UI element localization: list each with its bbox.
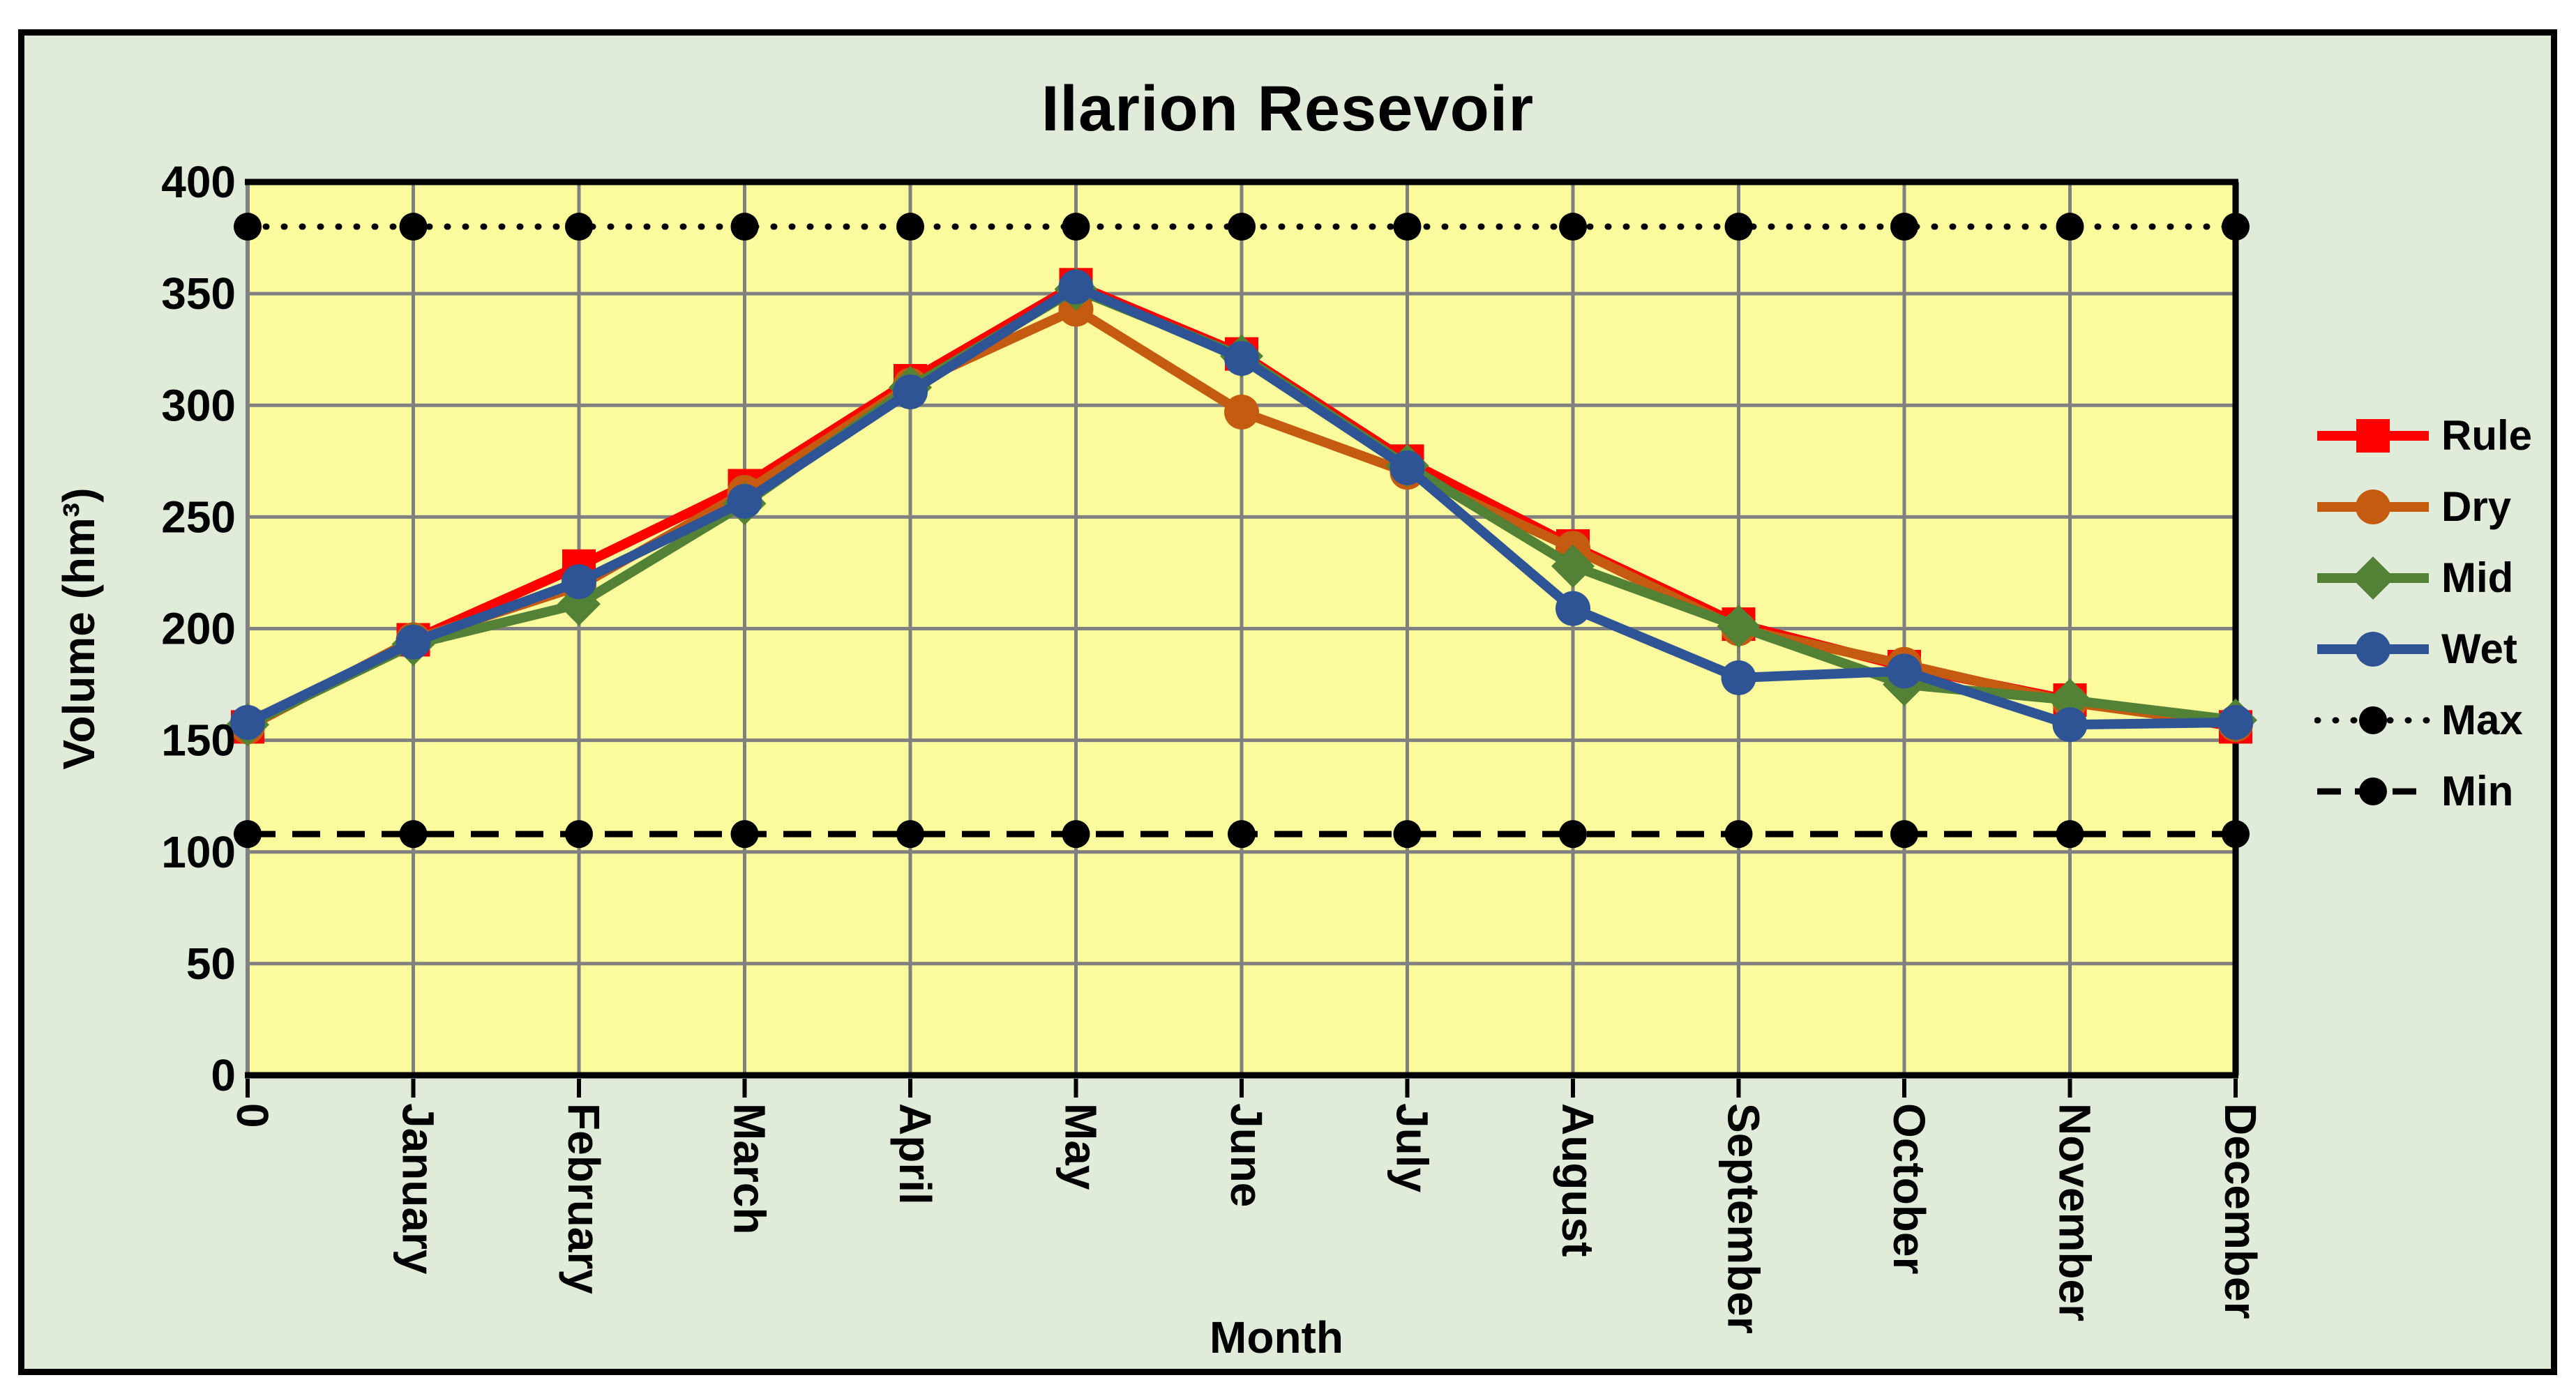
- x-tick-label-July: July: [1387, 1103, 1438, 1192]
- marker-dry-6: [1224, 394, 1259, 430]
- legend-label-wet: Wet: [2441, 625, 2517, 672]
- marker-min-12: [2222, 820, 2250, 849]
- legend-item-max: Max: [2314, 685, 2566, 756]
- x-tick-label-October: October: [1884, 1103, 1934, 1274]
- marker-wet-3: [727, 483, 762, 519]
- y-tick-label-400: 400: [161, 157, 236, 207]
- marker-max-8: [1559, 213, 1587, 241]
- legend-sample-wet: [2317, 632, 2429, 667]
- marker-max-12: [2222, 213, 2250, 241]
- x-tick-label-May: May: [1056, 1103, 1106, 1190]
- marker-max-2: [565, 213, 593, 241]
- y-tick-label-250: 250: [161, 492, 236, 542]
- marker-min-6: [1228, 820, 1256, 849]
- x-tick-label-August: August: [1553, 1103, 1603, 1257]
- marker-wet-9: [1721, 660, 1756, 695]
- legend-sample-dry: [2317, 490, 2429, 524]
- marker-min-5: [1062, 820, 1090, 849]
- marker-min-10: [1890, 820, 1918, 849]
- marker-min-11: [2056, 820, 2084, 849]
- marker-min-1: [399, 820, 428, 849]
- x-tick-label-February: February: [559, 1103, 609, 1294]
- legend-item-mid: Mid: [2314, 543, 2566, 614]
- marker-min-7: [1393, 820, 1422, 849]
- marker-wet-6: [1224, 340, 1259, 376]
- x-tick-label-September: September: [1719, 1103, 1769, 1334]
- legend-label-rule: Rule: [2441, 412, 2533, 459]
- series-max: [234, 213, 2250, 241]
- marker-max-5: [1062, 213, 1090, 241]
- legend-label-max: Max: [2441, 697, 2523, 743]
- x-tick-label-June: June: [1221, 1103, 1272, 1207]
- marker-wet-10: [1887, 653, 1922, 689]
- legend-marker-rule: [2356, 419, 2390, 453]
- y-tick-label-50: 50: [186, 939, 236, 989]
- marker-min-9: [1724, 820, 1753, 849]
- marker-mid-8: [1551, 544, 1595, 588]
- y-axis-title: Volume (hm³): [54, 487, 104, 769]
- legend-label-dry: Dry: [2441, 483, 2512, 530]
- legend-sample-max: [2314, 706, 2432, 734]
- x-tick-label-December: December: [2215, 1103, 2266, 1319]
- marker-wet-5: [1058, 269, 1094, 305]
- marker-max-7: [1393, 213, 1422, 241]
- legend-sample-rule: [2317, 419, 2429, 453]
- marker-max-1: [399, 213, 428, 241]
- marker-wet-12: [2218, 705, 2253, 741]
- legend-item-dry: Dry: [2314, 471, 2566, 543]
- legend: Rule Dry Mid Wet Max Min: [2314, 400, 2566, 827]
- y-tick-label-200: 200: [161, 604, 236, 654]
- marker-min-0: [234, 820, 262, 849]
- marker-max-10: [1890, 213, 1918, 241]
- series-min: [234, 820, 2250, 849]
- marker-wet-8: [1556, 591, 1590, 626]
- x-axis-title: Month: [1210, 1312, 1343, 1363]
- marker-wet-1: [396, 624, 431, 660]
- legend-marker-wet: [2356, 632, 2390, 667]
- marker-max-0: [234, 213, 262, 241]
- y-tick-label-150: 150: [161, 715, 236, 766]
- marker-wet-7: [1389, 450, 1425, 485]
- x-tick-label-January: January: [393, 1103, 444, 1275]
- marker-mid-11: [2048, 678, 2092, 722]
- y-tick-label-0: 0: [211, 1050, 236, 1100]
- marker-max-3: [730, 213, 759, 241]
- legend-marker-mid: [2351, 556, 2395, 600]
- marker-wet-11: [2052, 707, 2088, 743]
- marker-max-4: [896, 213, 924, 241]
- marker-max-9: [1724, 213, 1753, 241]
- legend-item-rule: Rule: [2314, 400, 2566, 471]
- marker-wet-2: [562, 564, 596, 600]
- legend-label-min: Min: [2441, 768, 2514, 814]
- marker-min-4: [896, 820, 924, 849]
- legend-sample-mid: [2317, 556, 2429, 600]
- marker-min-2: [565, 820, 593, 849]
- legend-marker-max: [2359, 706, 2387, 734]
- legend-sample-min: [2317, 777, 2429, 805]
- x-tick-label-March: March: [725, 1103, 775, 1235]
- marker-wet-0: [230, 705, 265, 741]
- marker-mid-9: [1717, 605, 1761, 648]
- chart-title: Ilarion Resevoir: [1041, 73, 1535, 144]
- marker-min-3: [730, 820, 759, 849]
- marker-max-11: [2056, 213, 2084, 241]
- y-tick-label-100: 100: [161, 827, 236, 877]
- legend-marker-min: [2359, 777, 2387, 805]
- marker-max-6: [1228, 213, 1256, 241]
- marker-wet-4: [893, 374, 928, 410]
- x-tick-label-April: April: [890, 1103, 940, 1205]
- series-wet: [230, 269, 2253, 743]
- y-tick-label-350: 350: [161, 268, 236, 319]
- x-tick-label-November: November: [2050, 1103, 2100, 1321]
- legend-label-mid: Mid: [2441, 554, 2514, 601]
- legend-marker-dry: [2356, 490, 2390, 524]
- marker-min-8: [1559, 820, 1587, 849]
- y-tick-label-300: 300: [161, 380, 236, 430]
- x-tick-label-0: 0: [227, 1103, 278, 1128]
- legend-item-min: Min: [2314, 756, 2566, 827]
- legend-item-wet: Wet: [2314, 614, 2566, 685]
